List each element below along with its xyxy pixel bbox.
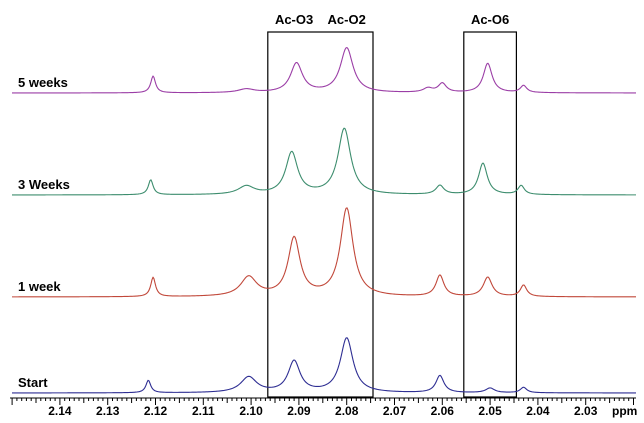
x-tick-label: 2.04 [526,404,550,418]
region-box-1 [463,31,517,398]
x-tick-label: 2.13 [96,404,120,418]
spectrum-trace-3 [12,337,637,394]
x-tick-label: 2.11 [192,404,215,418]
x-tick-label: 2.10 [239,404,263,418]
spectrum-traces [12,47,637,394]
spectrum-trace-2 [12,207,636,298]
spectrum-trace-1 [12,127,636,196]
x-tick-label: 2.08 [335,404,359,418]
x-axis-label: ppm [612,404,637,418]
x-tick-label: 2.07 [383,404,407,418]
series-labels: 5 weeks 3 Weeks 1 week Start [18,75,70,390]
region-box-0 [267,31,374,398]
series-label-2: 1 week [18,279,61,294]
series-label-0: 5 weeks [18,75,68,90]
x-tick-label: 2.14 [48,404,72,418]
x-tick-label: 2.09 [287,404,311,418]
region-label-0-0: Ac-O3 [275,12,313,27]
spectrum-trace-0 [12,47,636,94]
x-tick-label: 2.05 [478,404,502,418]
x-axis: ppm 2.14 2.13 2.12 2.11 2.10 2.09 2.08 2.07 2.06… [10,397,637,418]
region-label-1-0: Ac-O6 [471,12,509,27]
region-label-0-1: Ac-O2 [328,12,366,27]
series-label-1: 3 Weeks [18,177,70,192]
region-boxes: Ac-O3 Ac-O2 Ac-O6 [267,12,517,398]
series-label-3: Start [18,375,48,390]
x-tick-label: 2.06 [431,404,455,418]
x-tick-label: 2.03 [574,404,598,418]
x-tick-label: 2.12 [144,404,168,418]
